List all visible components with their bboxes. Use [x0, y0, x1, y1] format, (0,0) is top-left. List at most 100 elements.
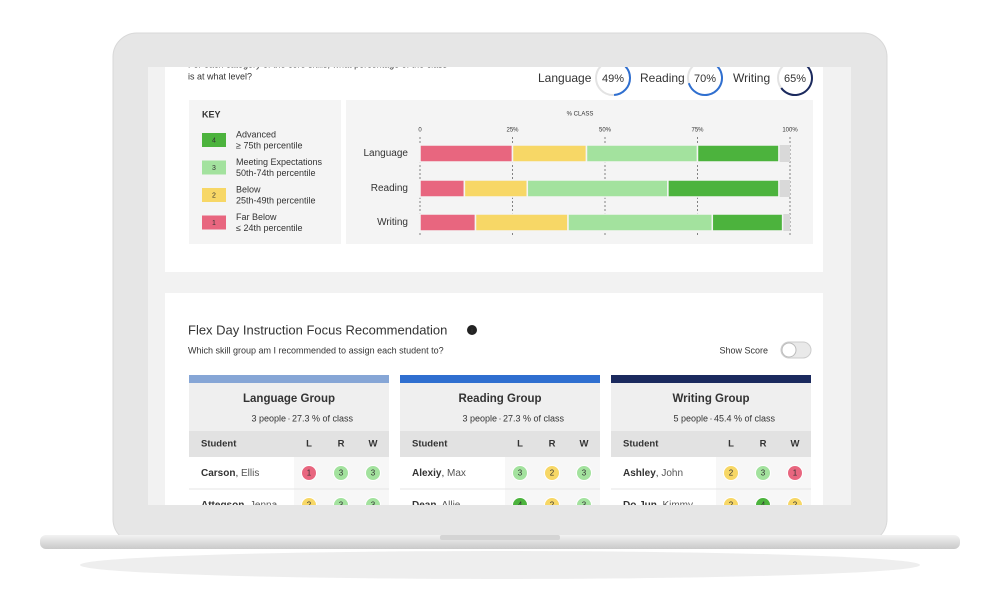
column-label: R	[549, 439, 556, 450]
score: 3	[582, 469, 587, 478]
student-name: Carson, Ellis	[201, 468, 259, 479]
bar-segment	[526, 179, 669, 198]
toggle-label: Show Score	[719, 345, 768, 355]
student-name: Alexiy, Max	[412, 468, 466, 479]
bar-segment	[419, 213, 477, 232]
key-swatch	[202, 160, 226, 175]
group-header	[189, 383, 389, 431]
score-dot	[512, 465, 528, 481]
score-col-bg	[294, 457, 389, 505]
score-dot	[544, 497, 560, 505]
x-tick-label: 0	[418, 128, 422, 134]
key-range: ≥ 75th percentile	[236, 140, 302, 150]
info-icon[interactable]	[467, 325, 477, 335]
score-dot	[365, 497, 381, 505]
notch	[440, 535, 560, 540]
group-people: 5 people	[673, 413, 708, 423]
column-label: W	[369, 439, 378, 450]
last-name: Alexiy	[412, 468, 442, 479]
column-header	[189, 431, 389, 457]
score-value: 65%	[784, 73, 806, 85]
column-label: L	[728, 439, 734, 450]
separator: ·	[710, 413, 713, 423]
column-label: W	[791, 439, 800, 450]
x-tick-label: 75%	[691, 128, 704, 134]
key-level: 2	[212, 192, 216, 199]
comma: ,	[436, 500, 441, 511]
score: 4	[761, 501, 766, 510]
section-subtitle: Which skill group am I recommended to as…	[188, 345, 444, 355]
score-dot	[301, 465, 317, 481]
score-dot	[787, 497, 803, 505]
first-name: Allie	[441, 500, 460, 511]
bar-segment	[463, 179, 529, 198]
column-label: Student	[623, 439, 659, 450]
key-name: Meeting Expectations	[236, 157, 323, 167]
key-title: KEY	[202, 109, 221, 119]
student-name: Ashley, John	[623, 468, 683, 479]
score: 2	[550, 469, 555, 478]
bar-segment	[419, 144, 514, 163]
question: is at what level?	[188, 71, 252, 81]
group-people: 3 people	[462, 413, 497, 423]
score-dot	[755, 497, 771, 505]
group-share: 27.3 % of class	[503, 413, 565, 423]
score: 3	[518, 469, 523, 478]
student-name: Dean, Allie	[412, 500, 461, 511]
bar-segment	[667, 179, 780, 198]
column-label: R	[760, 439, 767, 450]
comma: ,	[656, 468, 662, 479]
group-people: 3 people	[251, 413, 286, 423]
group-share: 27.3 % of class	[292, 413, 354, 423]
column-label: W	[580, 439, 589, 450]
y-tick-label: Reading	[371, 183, 408, 194]
group-header	[611, 383, 811, 431]
last-name: Do Jun	[623, 500, 657, 511]
bar-segment	[511, 144, 588, 163]
score: 3	[582, 501, 587, 510]
score-dot	[787, 465, 803, 481]
last-name: Dean	[412, 500, 436, 511]
score: 2	[307, 501, 312, 510]
column-label: Student	[412, 439, 448, 450]
axis-label: % CLASS	[567, 112, 594, 118]
score: 2	[793, 501, 798, 510]
group-name: Language Group	[243, 393, 335, 405]
comma: ,	[441, 468, 447, 479]
ring-arc	[613, 67, 631, 96]
score: 3	[371, 501, 376, 510]
key-name: Advanced	[236, 129, 276, 139]
key-level: 1	[212, 220, 216, 227]
key-swatch	[202, 188, 226, 202]
score-dot	[333, 465, 349, 481]
key-level: 4	[212, 137, 216, 144]
score: 3	[371, 469, 376, 478]
y-tick-label: Language	[364, 148, 409, 159]
bar-segment	[567, 213, 714, 232]
bar-segment	[474, 213, 569, 232]
key-name: Below	[236, 184, 261, 194]
shadow	[80, 551, 920, 579]
score-dot	[544, 465, 560, 481]
column-header	[611, 431, 811, 457]
laptop-base	[40, 535, 960, 549]
comma: ,	[235, 468, 241, 479]
score-dot	[723, 497, 739, 505]
bar-segment	[419, 179, 466, 198]
score-name: Language	[538, 71, 592, 85]
score: 3	[339, 501, 344, 510]
comma: ,	[657, 500, 663, 511]
score-dot	[512, 497, 528, 505]
info-glyph: i	[471, 328, 473, 335]
score-col-bg	[505, 457, 600, 505]
score-col-bg	[716, 457, 811, 505]
ring-arc	[687, 67, 723, 96]
key-name: Far Below	[236, 212, 277, 222]
first-name: Kimmy	[662, 500, 693, 511]
score: 2	[550, 501, 555, 510]
first-name: Ellis	[241, 468, 259, 479]
score-name: Reading	[640, 71, 685, 85]
bar-segment	[585, 144, 699, 163]
section-title: Flex Day Instruction Focus Recommendatio…	[188, 322, 447, 337]
